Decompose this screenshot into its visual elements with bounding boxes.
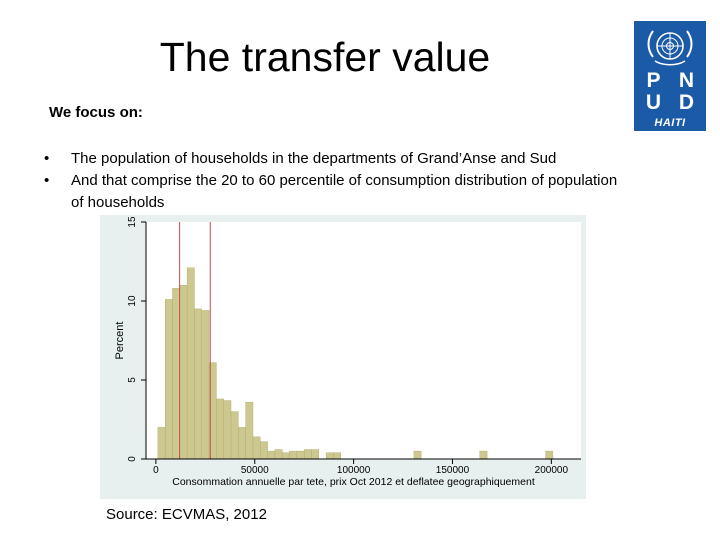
- logo-letter: D: [671, 92, 702, 113]
- x-tick-label: 150000: [436, 465, 470, 476]
- histogram-bar: [545, 450, 554, 460]
- histogram-bar: [172, 288, 181, 460]
- histogram-svg: 0 5 10 15 0 50000 100000 150000 200000 Percent Con…: [114, 216, 581, 488]
- histogram-bar: [216, 398, 224, 460]
- histogram-bar: [296, 450, 305, 460]
- histogram-bar: [413, 450, 422, 460]
- histogram-bar: [230, 411, 239, 460]
- histogram-bar: [223, 400, 232, 460]
- x-axis-label: Consommation annuelle par tete, prix Oct…: [172, 476, 535, 488]
- x-tick-label: 50000: [241, 465, 269, 476]
- histogram-bar: [479, 450, 488, 460]
- histogram-bar: [194, 308, 202, 460]
- y-tick-label: 10: [127, 295, 138, 307]
- histogram-bar: [260, 441, 268, 460]
- logo-letter: P: [638, 70, 669, 91]
- logo-letter: N: [671, 70, 702, 91]
- y-axis-label: Percent: [114, 322, 126, 360]
- histogram-bar: [267, 450, 276, 460]
- histogram-bar: [179, 284, 188, 460]
- undp-logo: P N U D HAITI: [634, 21, 706, 131]
- bullet-item: The population of households in the depa…: [44, 148, 624, 170]
- y-tick-label: 15: [127, 216, 138, 228]
- un-emblem-icon: [647, 30, 693, 66]
- x-tick-label: 0: [153, 465, 159, 476]
- histogram-bar: [245, 401, 254, 460]
- histogram-bar: [325, 452, 334, 460]
- logo-letter: U: [638, 92, 669, 113]
- logo-country: HAITI: [654, 117, 686, 129]
- histogram-bar: [164, 299, 173, 460]
- histogram-bar: [282, 452, 290, 460]
- histogram-bar: [157, 427, 166, 460]
- histogram-bar: [201, 310, 210, 460]
- focus-label: We focus on:: [49, 104, 143, 121]
- histogram-bar: [186, 267, 195, 460]
- source-note: Source: ECVMAS, 2012: [106, 506, 267, 523]
- x-tick-label: 100000: [337, 465, 371, 476]
- histogram-bar: [311, 449, 320, 460]
- bullet-list: The population of households in the depa…: [44, 148, 624, 214]
- y-tick-label: 0: [127, 456, 138, 462]
- histogram-bar: [252, 436, 261, 460]
- histogram-bar: [274, 449, 283, 460]
- y-tick-label: 5: [127, 377, 138, 383]
- x-tick-label: 200000: [535, 465, 569, 476]
- bullet-item: And that comprise the 20 to 60 percentil…: [44, 170, 624, 214]
- histogram-chart: 0 5 10 15 0 50000 100000 150000 200000 Percent Con…: [100, 215, 586, 499]
- histogram-bar: [303, 449, 312, 460]
- histogram-bar: [289, 450, 298, 460]
- slide-title: The transfer value: [159, 34, 491, 80]
- logo-letters: P N U D: [638, 70, 702, 113]
- histogram-bar: [333, 452, 341, 460]
- histogram-bar: [238, 427, 246, 460]
